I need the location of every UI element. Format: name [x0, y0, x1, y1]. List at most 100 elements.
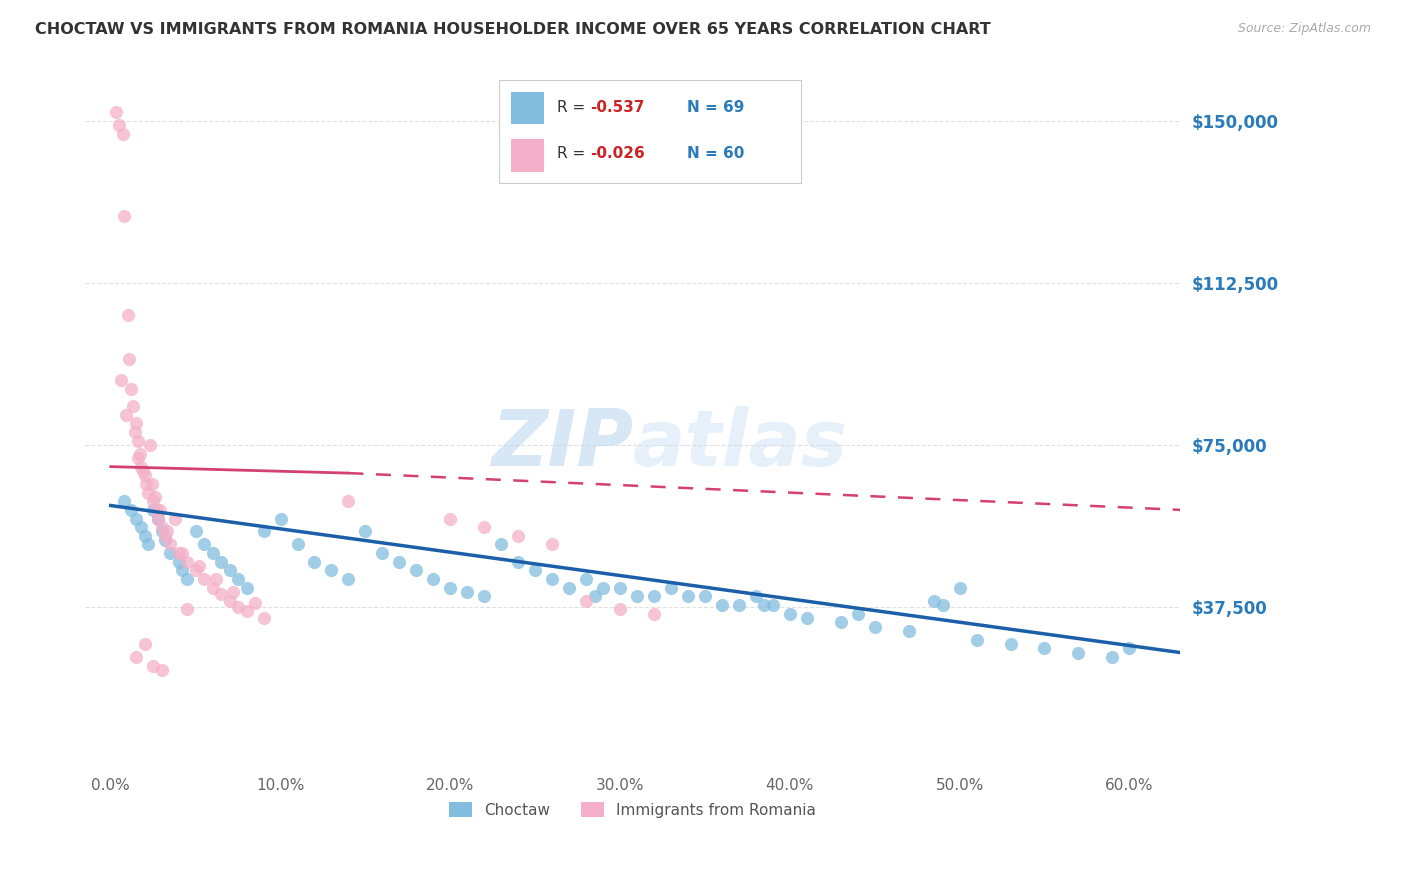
Point	[124, 425, 146, 439]
Point	[508, 529, 530, 543]
Point	[1033, 641, 1056, 656]
Point	[201, 581, 224, 595]
Point	[136, 537, 159, 551]
Point	[193, 572, 215, 586]
Point	[931, 598, 953, 612]
Point	[148, 511, 170, 525]
Text: atlas: atlas	[633, 406, 848, 483]
Point	[112, 494, 135, 508]
Point	[304, 555, 326, 569]
Point	[388, 555, 411, 569]
Point	[846, 607, 869, 621]
Point	[142, 494, 165, 508]
Point	[150, 520, 173, 534]
Point	[830, 615, 852, 630]
Point	[583, 590, 606, 604]
Point	[489, 537, 512, 551]
Point	[643, 607, 665, 621]
Point	[112, 209, 135, 223]
Point	[176, 555, 198, 569]
Point	[252, 611, 274, 625]
Text: -0.026: -0.026	[591, 146, 644, 161]
Point	[354, 524, 377, 539]
Point	[205, 572, 228, 586]
Point	[643, 590, 665, 604]
Point	[170, 563, 193, 577]
Point	[127, 450, 149, 465]
Point	[193, 537, 215, 551]
Point	[966, 632, 988, 647]
Point	[121, 399, 143, 413]
Point	[184, 524, 207, 539]
Point	[218, 593, 240, 607]
Point	[226, 572, 249, 586]
Point	[150, 524, 173, 539]
Point	[165, 511, 187, 525]
Point	[156, 524, 179, 539]
Point	[592, 581, 614, 595]
Point	[1101, 649, 1123, 664]
Text: R =: R =	[557, 100, 589, 115]
Legend: Choctaw, Immigrants from Romania: Choctaw, Immigrants from Romania	[443, 796, 823, 824]
Point	[118, 351, 141, 366]
Point	[226, 600, 249, 615]
Point	[558, 581, 581, 595]
Point	[235, 605, 257, 619]
Point	[188, 559, 211, 574]
Point	[108, 118, 131, 132]
Point	[134, 468, 156, 483]
Point	[142, 658, 165, 673]
Point	[153, 533, 176, 548]
Text: Source: ZipAtlas.com: Source: ZipAtlas.com	[1237, 22, 1371, 36]
Text: R =: R =	[557, 146, 589, 161]
Point	[472, 590, 495, 604]
Point	[575, 572, 598, 586]
Point	[110, 373, 132, 387]
Point	[422, 572, 444, 586]
Point	[209, 587, 232, 601]
Point	[252, 524, 274, 539]
Point	[125, 649, 148, 664]
Point	[136, 485, 159, 500]
Point	[508, 555, 530, 569]
Point	[337, 494, 360, 508]
Point	[184, 563, 207, 577]
Text: CHOCTAW VS IMMIGRANTS FROM ROMANIA HOUSEHOLDER INCOME OVER 65 YEARS CORRELATION : CHOCTAW VS IMMIGRANTS FROM ROMANIA HOUSE…	[35, 22, 991, 37]
Point	[159, 546, 181, 560]
Point	[201, 546, 224, 560]
Point	[948, 581, 970, 595]
Point	[710, 598, 733, 612]
Point	[337, 572, 360, 586]
Point	[575, 593, 598, 607]
Point	[159, 537, 181, 551]
Point	[609, 581, 631, 595]
Point	[128, 447, 150, 461]
Point	[167, 555, 190, 569]
Point	[762, 598, 785, 612]
Point	[321, 563, 343, 577]
Text: -0.537: -0.537	[591, 100, 644, 115]
Point	[456, 585, 478, 599]
Point	[371, 546, 394, 560]
Point	[153, 529, 176, 543]
Point	[111, 127, 134, 141]
Point	[796, 611, 818, 625]
Bar	[512, 139, 544, 171]
Point	[754, 598, 776, 612]
Point	[405, 563, 427, 577]
Point	[148, 511, 170, 525]
Point	[143, 490, 166, 504]
Point	[120, 382, 142, 396]
Point	[609, 602, 631, 616]
Point	[541, 537, 564, 551]
Point	[524, 563, 547, 577]
Text: N = 69: N = 69	[686, 100, 744, 115]
Point	[170, 546, 193, 560]
Text: N = 60: N = 60	[686, 146, 744, 161]
Point	[218, 563, 240, 577]
Point	[145, 503, 167, 517]
Point	[125, 511, 148, 525]
Point	[139, 438, 162, 452]
Point	[104, 105, 127, 120]
Point	[439, 511, 461, 525]
